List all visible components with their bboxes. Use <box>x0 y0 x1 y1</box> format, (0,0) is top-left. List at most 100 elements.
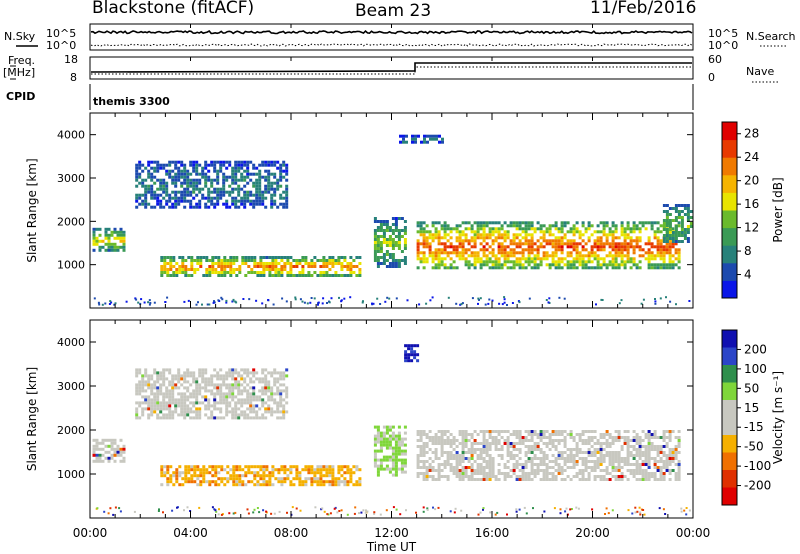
velocity-colorbar-label: Velocity [m s⁻¹] <box>771 371 785 464</box>
y-tick-label-2-2: 3000 <box>57 380 85 393</box>
near-range-scatter <box>95 506 691 516</box>
velocity-colorbar-swatch-9 <box>722 487 737 506</box>
y-axis-label-1: Slant Range [km] <box>25 158 39 262</box>
velocity-plot <box>92 344 691 516</box>
power-plot <box>92 134 693 306</box>
power-colorbar-tick-1: 8 <box>744 244 752 258</box>
y-tick-label-1-1: 2000 <box>57 215 85 228</box>
power-colorbar-swatch-8 <box>722 139 737 158</box>
power-colorbar-swatch-1 <box>722 262 737 281</box>
x-tick-label-6: 00:00 <box>676 526 711 540</box>
velocity-colorbar-swatch-3 <box>722 382 737 401</box>
data-region-0 <box>92 438 126 463</box>
x-tick-label-1: 04:00 <box>173 526 208 540</box>
plot-frame-1 <box>89 112 694 309</box>
nsky-line <box>90 29 693 35</box>
nsky-right-tick-low: 10^0 <box>708 39 739 52</box>
data-region-3 <box>373 425 407 477</box>
power-colorbar-tick-2: 12 <box>744 221 759 235</box>
y-tick-label-2-1: 2000 <box>57 424 85 437</box>
nsky-tick-high: 10^5 <box>46 27 77 40</box>
nave-line <box>91 66 692 75</box>
power-colorbar-swatch-7 <box>722 157 737 176</box>
x-tick-label-3: 12:00 <box>374 526 409 540</box>
y-tick-label-1-2: 3000 <box>57 172 85 185</box>
nave-label: Nave <box>746 65 775 78</box>
velocity-colorbar-frame <box>721 329 738 506</box>
freq-label: Freq. <box>8 54 36 67</box>
velocity-colorbar-swatch-7 <box>722 452 737 471</box>
power-colorbar-frame <box>721 121 738 299</box>
nave-tick-low: 0 <box>708 71 715 84</box>
data-region-6 <box>662 204 693 243</box>
data-region-0 <box>92 227 126 252</box>
x-axis-label: Time UT <box>366 540 417 554</box>
nsky-tick-low: 10^0 <box>46 39 77 52</box>
velocity-colorbar-tick-5: -50 <box>744 440 764 454</box>
nsky-right-tick-high: 10^5 <box>708 27 739 40</box>
velocity-colorbar-tick-2: 50 <box>744 381 759 395</box>
nave-tick-high: 60 <box>708 53 722 66</box>
axes: 1000 2000 3000 4000 1000 2000 3000 4000 00:00 04:… <box>57 24 710 554</box>
panel-frames <box>10 23 786 110</box>
station-title: Blackstone (fitACF) <box>92 0 255 18</box>
freq-line <box>90 62 692 73</box>
velocity-colorbar-tick-6: -100 <box>744 459 771 473</box>
velocity-colorbar-swatch-0 <box>722 330 737 348</box>
x-tick-label-5: 20:00 <box>575 526 610 540</box>
x-tick-label-2: 08:00 <box>274 526 309 540</box>
freq-unit: [MHz] <box>3 66 36 79</box>
plot-frame-2 <box>89 319 694 519</box>
data-region-1 <box>135 160 289 209</box>
data-region-1 <box>135 368 289 420</box>
power-colorbar-swatch-5 <box>722 192 737 211</box>
date-title: 11/Feb/2016 <box>590 0 697 18</box>
velocity-colorbar-tick-4: -15 <box>744 420 764 434</box>
nsky-label: N.Sky <box>4 30 36 43</box>
velocity-colorbar-tick-1: 100 <box>744 362 767 376</box>
data-region-3 <box>373 217 407 268</box>
data-region-4 <box>404 344 420 363</box>
velocity-colorbar-swatch-4 <box>722 400 737 418</box>
nsearch-label: N.Search <box>746 30 796 43</box>
data-region-2 <box>160 256 362 277</box>
power-colorbar-swatch-4 <box>722 210 737 229</box>
nsearch-line <box>90 43 693 47</box>
power-colorbar-swatch-6 <box>722 174 737 193</box>
velocity-colorbar-tick-3: 15 <box>744 401 759 415</box>
data-region-5 <box>416 430 681 481</box>
velocity-colorbar-swatch-6 <box>722 435 737 453</box>
power-colorbar-tick-4: 20 <box>744 174 759 188</box>
data-region-4 <box>399 134 444 144</box>
power-colorbar-tick-3: 16 <box>744 197 759 211</box>
velocity-colorbar-swatch-1 <box>722 347 737 366</box>
y-axis-label-2: Slant Range [km] <box>25 367 39 471</box>
power-colorbar-swatch-0 <box>722 280 737 299</box>
velocity-colorbar-swatch-8 <box>722 470 737 488</box>
freq-tick-low: 8 <box>70 71 77 84</box>
y-tick-label-2-3: 4000 <box>57 336 85 349</box>
data-region-2 <box>160 465 362 487</box>
power-colorbar-swatch-2 <box>722 245 737 264</box>
power-colorbar-swatch-3 <box>722 227 737 246</box>
near-range-scatter <box>93 296 691 306</box>
power-colorbar-swatch-9 <box>722 122 737 141</box>
power-colorbar-tick-5: 24 <box>744 150 759 164</box>
y-tick-label-2-0: 1000 <box>57 468 85 481</box>
y-tick-label-1-0: 1000 <box>57 259 85 272</box>
power-colorbar-tick-0: 4 <box>744 268 752 282</box>
data-region-5 <box>416 221 681 270</box>
velocity-colorbar-swatch-2 <box>722 365 737 383</box>
velocity-colorbar-tick-7: -200 <box>744 479 771 493</box>
axis-labels: Slant Range [km] Slant Range [km] <box>25 158 39 471</box>
power-colorbar-label: Power [dB] <box>771 177 785 242</box>
velocity-colorbar-swatch-5 <box>722 417 737 436</box>
cpid-text: themis 3300 <box>93 95 170 108</box>
freq-tick-high: 18 <box>64 53 78 66</box>
cpid-label: CPID <box>6 90 36 103</box>
x-tick-label-0: 00:00 <box>73 526 108 540</box>
x-tick-label-4: 16:00 <box>475 526 510 540</box>
y-tick-label-1-3: 4000 <box>57 129 85 142</box>
colorbars: 4 8 12 16 20 24 28 Power [dB] 200 100 50 15 -15 -50 -1… <box>721 121 785 506</box>
